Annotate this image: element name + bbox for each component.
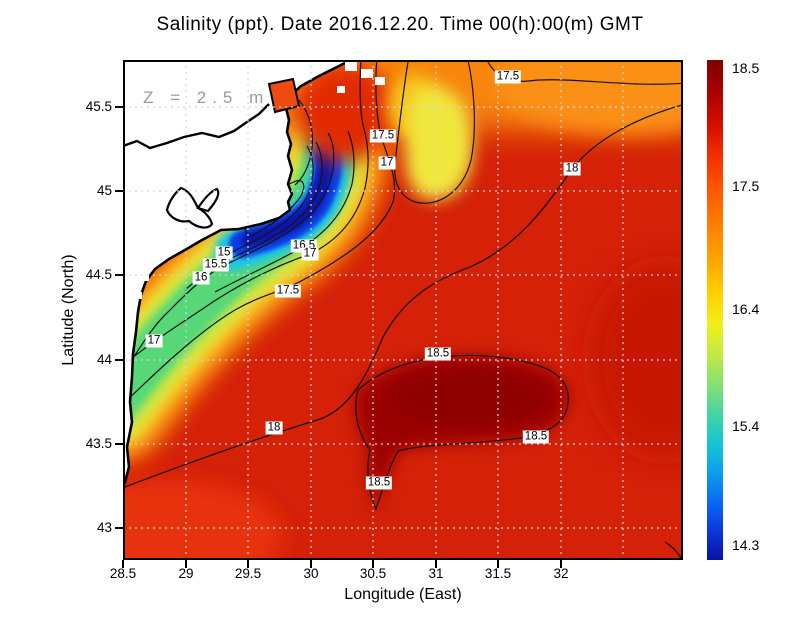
contour-label: 17 — [378, 156, 396, 170]
contour-label: 18.5 — [424, 347, 452, 361]
y-axis-title: Latitude (North) — [60, 254, 77, 366]
x-tick-label: 30.5 — [359, 566, 387, 581]
colorbar — [707, 60, 723, 560]
y-tick-mark — [115, 106, 123, 108]
x-tick-label: 32 — [553, 566, 569, 581]
y-tick-label: 43 — [96, 520, 112, 535]
contour-label: 17 — [301, 247, 319, 261]
contour-lines — [123, 60, 683, 559]
contour-label: 18 — [265, 421, 283, 435]
missing-data-cells — [135, 62, 385, 299]
colorbar-tick-label: 14.3 — [732, 537, 760, 553]
x-tick-mark — [310, 560, 312, 568]
depth-annotation: Z = 2.5 m — [143, 88, 270, 107]
contour-label-layer: 17.5 17.5 17 18 16.5 17 15 15.5 16 17.5 17 18 18.5 18… — [123, 60, 683, 560]
map-plot-area: 17.5 17.5 17 18 16.5 17 15 15.5 16 17.5 17 18 18.5 18… — [123, 60, 683, 560]
liman-shoreline — [123, 103, 270, 150]
contour-label: 18 — [563, 162, 581, 176]
x-tick-mark — [247, 560, 249, 568]
colorbar-tick-label: 17.5 — [732, 178, 760, 194]
lagoon — [165, 186, 214, 229]
x-tick-mark — [560, 560, 562, 568]
contour-label: 17 — [145, 334, 163, 348]
x-axis-title: Longitude (East) — [344, 586, 462, 603]
y-tick-label: 44.5 — [85, 267, 112, 282]
contour-label: 15.5 — [202, 258, 230, 272]
contour-label: 18.5 — [522, 430, 550, 444]
contour-label: 17.5 — [369, 129, 397, 143]
x-tick-label: 29 — [178, 566, 194, 581]
contour-label: 17.5 — [494, 70, 522, 84]
x-tick-label: 31.5 — [484, 566, 512, 581]
x-tick-label: 29.5 — [234, 566, 262, 581]
x-tick-mark — [122, 560, 124, 568]
contour-label: 18.5 — [365, 476, 393, 490]
y-tick-label: 44 — [96, 352, 112, 367]
land-mass — [123, 60, 385, 489]
colorbar-tick-label: 15.4 — [732, 418, 760, 434]
colorbar-tick-label: 18.5 — [732, 60, 760, 76]
contour-label: 16 — [192, 271, 210, 285]
y-tick-label: 45.5 — [85, 99, 112, 114]
x-tick-mark — [497, 560, 499, 568]
y-tick-mark — [115, 274, 123, 276]
y-tick-label: 45 — [96, 183, 112, 198]
y-tick-mark — [115, 527, 123, 529]
contour-label: 17.5 — [274, 284, 302, 298]
x-tick-mark — [435, 560, 437, 568]
x-tick-label: 28.5 — [109, 566, 137, 581]
y-tick-mark — [115, 359, 123, 361]
contour-label: 15 — [215, 246, 233, 260]
figure-title: Salinity (ppt). Date 2016.12.20. Time 00… — [156, 14, 644, 35]
lagoon-arm — [196, 187, 220, 213]
x-tick-mark — [372, 560, 374, 568]
y-tick-label: 43.5 — [85, 436, 112, 451]
y-tick-mark — [115, 190, 123, 192]
plot-frame — [123, 60, 683, 560]
x-tick-label: 31 — [428, 566, 444, 581]
colorbar-tick-label: 16.4 — [732, 301, 760, 317]
x-tick-label: 30 — [303, 566, 319, 581]
y-tick-mark — [115, 443, 123, 445]
x-tick-mark — [185, 560, 187, 568]
liman-water-patch — [267, 77, 301, 114]
